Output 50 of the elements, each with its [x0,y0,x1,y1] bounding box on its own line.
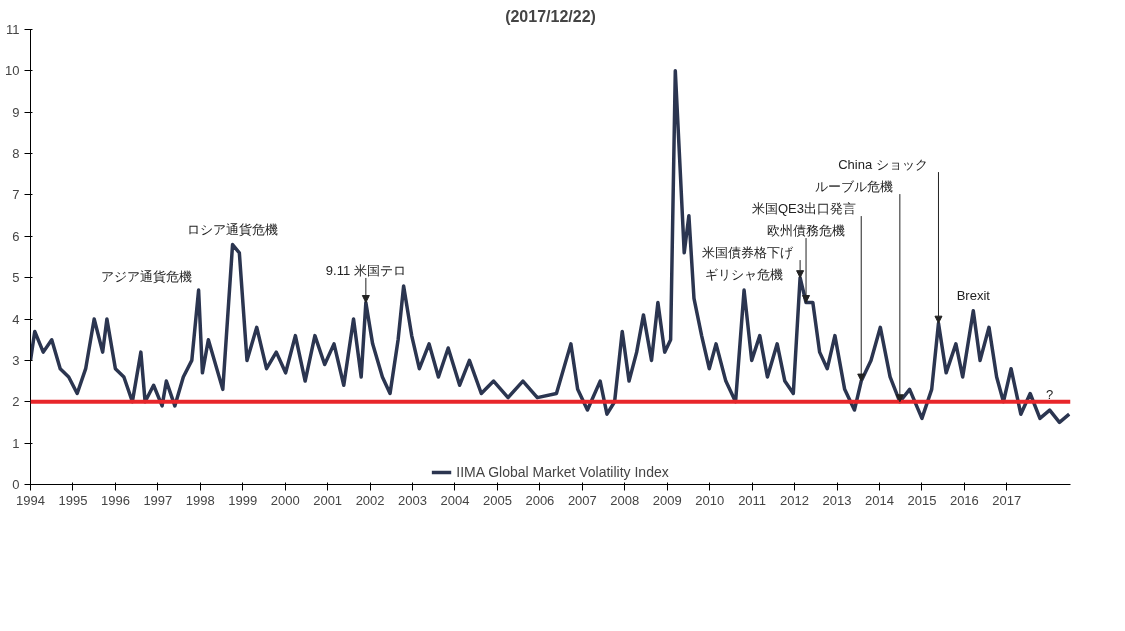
y-tick-label: 4 [12,311,20,327]
x-tick-label: 1998 [185,492,215,508]
chart-title: (2017/12/22) [505,7,596,25]
annotation: ルーブル危機 [814,179,893,195]
annotation: China ショック [838,157,928,173]
x-tick-label: 1994 [16,492,45,508]
legend-label: IIMA Global Market Volatility Index [456,464,669,480]
y-tick-label: 10 [5,63,20,79]
annotation: 欧州債務危機 [767,223,846,239]
y-tick-label: 9 [12,104,20,120]
x-tick-label: 2006 [525,492,555,508]
annotation: 米国債券格下げ [702,245,795,261]
annotation: ギリシャ危機 [705,267,784,283]
y-tick-label: 11 [6,22,20,37]
annotation: アジア通貨危機 [100,269,192,285]
y-tick-label: 2 [12,394,20,410]
x-tick-label: 2001 [313,492,343,508]
x-tick-label: 2004 [440,492,470,508]
annotation: ロシア通貨危機 [187,221,279,237]
annotation: 米国QE3出口発言 [751,201,856,217]
x-tick-label: 2011 [738,492,767,508]
x-tick-label: 1996 [100,492,130,508]
line-series [30,69,1071,425]
annotation: 9.11 米国テロ [325,262,406,278]
x-tick-label: 2002 [355,492,385,508]
y-tick-label: 0 [12,477,20,492]
y-tick-label: 3 [12,352,20,368]
x-tick-label: 2003 [398,492,427,508]
y-tick-label: 7 [12,187,20,203]
x-tick-label: 2008 [610,492,640,508]
annotation: ? [1046,387,1054,403]
y-tick-label: 1 [12,435,20,451]
x-tick-label: 2010 [695,492,725,508]
annotation: Brexit [956,287,991,303]
x-tick-label: 1999 [228,492,258,508]
x-tick-label: 2007 [567,492,597,508]
x-tick-label: 2000 [270,492,300,508]
x-tick-label: 2013 [822,492,852,508]
y-tick-label: 6 [12,228,20,244]
x-tick-label: 1995 [58,492,88,508]
x-tick-label: 1997 [143,492,173,508]
y-tick-label: 8 [12,146,20,162]
y-tick-label: 5 [12,270,20,286]
x-tick-label: 2012 [780,492,810,508]
x-tick-label: 2016 [949,492,979,508]
x-tick-label: 2009 [652,492,682,508]
x-tick-label: 2005 [482,492,512,508]
x-tick-label: 2017 [992,492,1022,508]
x-tick-label: 2015 [907,492,937,508]
x-tick-label: 2014 [865,492,894,508]
